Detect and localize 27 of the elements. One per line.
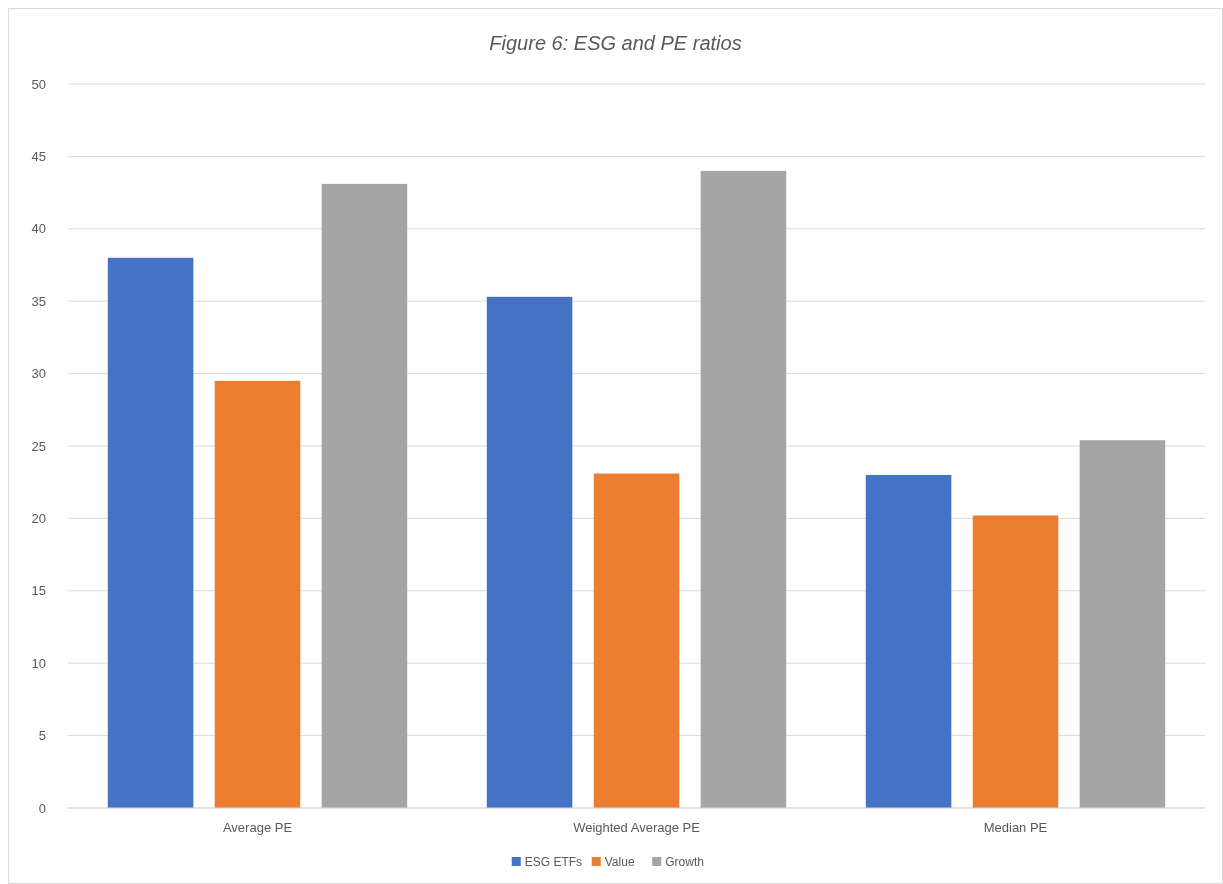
y-tick-label: 30 (31, 366, 46, 382)
x-tick-label: Median PE (983, 820, 1048, 835)
bar (214, 380, 301, 808)
bar (593, 473, 680, 808)
y-tick-label: 25 (31, 438, 46, 454)
legend-label: Value (604, 855, 635, 870)
y-tick-label: 40 (31, 221, 46, 237)
bar (321, 183, 408, 808)
chart-title: Figure 6: ESG and PE ratios (489, 32, 742, 54)
y-tick-label: 5 (38, 728, 46, 744)
y-tick-label: 0 (38, 800, 46, 816)
y-tick-label: 50 (31, 76, 46, 92)
y-tick-label: 45 (31, 148, 46, 164)
legend-label: Growth (665, 855, 704, 870)
y-tick-label: 15 (31, 583, 46, 599)
bar (865, 474, 952, 808)
y-tick-label: 10 (31, 655, 46, 671)
x-tick-label: Weighted Average PE (573, 820, 701, 835)
bar (1079, 440, 1166, 808)
legend-label: ESG ETFs (524, 855, 583, 870)
bar (486, 296, 573, 808)
x-tick-label: Average PE (222, 820, 293, 835)
bar (107, 257, 194, 808)
bar (972, 515, 1059, 808)
y-tick-label: 35 (31, 293, 46, 309)
bar (700, 170, 787, 808)
y-tick-label: 20 (31, 510, 46, 526)
